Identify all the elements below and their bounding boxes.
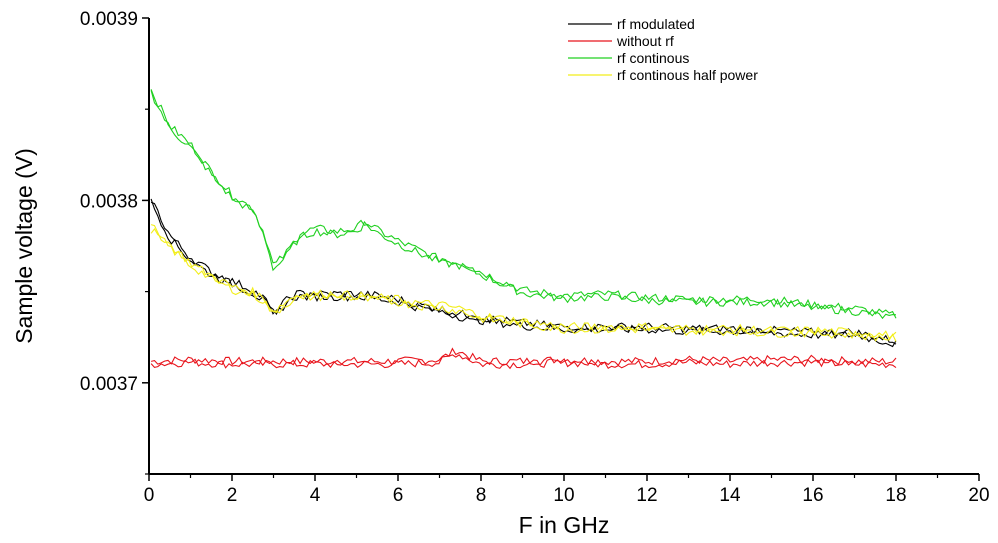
- series-line: [150, 90, 897, 320]
- x-axis-label: F in GHz: [519, 512, 610, 538]
- y-tick-label: 0.0039: [80, 9, 138, 30]
- x-tick-label: 8: [476, 485, 487, 506]
- series-line: [150, 354, 897, 370]
- series-lines: [150, 89, 897, 370]
- legend-label: rf continous: [617, 50, 689, 66]
- x-axis-ticks: 0 2 4 6 8 10 12 14 16 18 20: [144, 474, 990, 506]
- series-line: [150, 198, 897, 348]
- series-line: [150, 228, 897, 342]
- x-tick-label: 10: [553, 485, 574, 506]
- y-tick-label: 0.0038: [80, 191, 138, 212]
- x-tick-label: 16: [802, 485, 823, 506]
- x-tick-label: 4: [310, 485, 321, 506]
- x-tick-label: 0: [144, 485, 155, 506]
- series-line: [150, 201, 897, 345]
- legend-label: rf modulated: [617, 16, 695, 32]
- x-tick-label: 2: [227, 485, 238, 506]
- y-axis-label: Sample voltage (V): [11, 148, 37, 344]
- x-tick-label: 12: [636, 485, 657, 506]
- legend-label: rf continous half power: [617, 67, 758, 83]
- x-tick-label: 20: [968, 485, 989, 506]
- legend-label: without rf: [616, 33, 674, 49]
- x-tick-label: 14: [719, 485, 741, 506]
- x-tick-label: 18: [885, 485, 906, 506]
- y-axis-ticks: 0.0037 0.0038 0.0039: [80, 9, 149, 475]
- x-tick-label: 6: [393, 485, 404, 506]
- series-line: [150, 347, 897, 367]
- y-tick-label: 0.0037: [80, 374, 138, 395]
- series-line: [150, 224, 897, 340]
- series-line: [150, 89, 897, 319]
